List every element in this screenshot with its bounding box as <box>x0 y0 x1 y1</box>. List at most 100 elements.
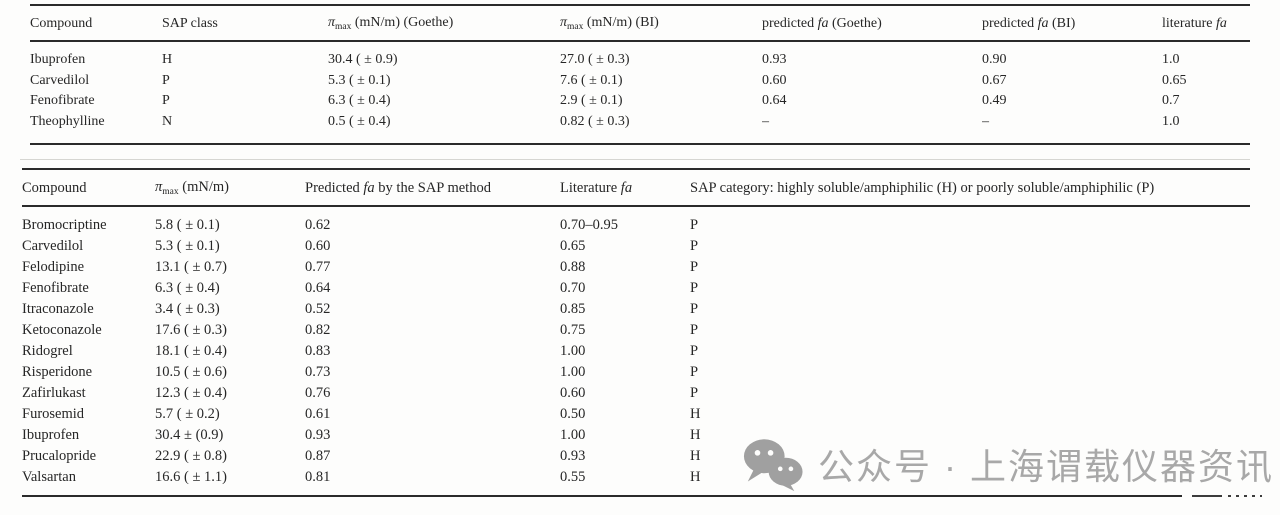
table-cell: 0.64 <box>762 93 787 108</box>
header-row: Compound πmax (mN/m) Predicted fa by the S… <box>22 169 1250 207</box>
table-cell: 3.4 ( ± 0.3) <box>155 301 220 317</box>
table-cell: Felodipine <box>22 259 85 275</box>
column-header: πmax (mN/m) (Goethe) <box>328 5 560 42</box>
table-cell: 0.5 ( ± 0.4) <box>328 113 391 129</box>
table-cell: Fenofibrate <box>22 280 89 296</box>
table-cell: Ketoconazole <box>22 322 102 338</box>
table-cell: Furosemid <box>22 406 85 422</box>
table-cell: 1.0 <box>1162 52 1180 67</box>
watermark: 公众号 · 上海谓载仪器资讯 <box>742 436 1274 497</box>
table-cell: 0.70 <box>560 280 586 296</box>
table-row: Ibuprofen H 30.4 ( ± 0.9) 27.0 ( ± 0.3) 0.93… <box>30 41 1250 71</box>
table-row: Fenofibrate P 6.3 ( ± 0.4) 2.9 ( ± 0.1) 0.64… <box>30 91 1250 112</box>
table-cell: H <box>690 469 701 485</box>
table-row: Ketoconazole 17.6 ( ± 0.3) 0.82 0.75 P <box>22 320 1250 341</box>
table-cell: P <box>690 259 699 275</box>
column-header: Compound <box>30 5 162 42</box>
table-row: Valsartan 16.6 ( ± 1.1) 0.81 0.55 H <box>22 467 1250 488</box>
column-header: literature fa <box>1162 5 1250 42</box>
table-cell: 0.73 <box>305 364 331 380</box>
column-header: πmax (mN/m) <box>155 169 305 207</box>
table-cell: 6.3 ( ± 0.4) <box>155 280 220 296</box>
table-cell: H <box>690 448 701 464</box>
table-cell: 12.3 ( ± 0.4) <box>155 385 227 401</box>
sap-comparison-table-wrapper: Compound SAP class πmax (mN/m) (Goethe) πma… <box>30 4 1250 145</box>
table-cell: 0.67 <box>982 72 1007 88</box>
table-cell: 5.3 ( ± 0.1) <box>155 238 220 254</box>
table-cell: 0.76 <box>305 385 331 401</box>
table-cell: P <box>690 343 699 359</box>
table-cell: Prucalopride <box>22 448 97 464</box>
table2-bottom-rule <box>22 495 1182 497</box>
table-cell: 5.3 ( ± 0.1) <box>328 72 391 88</box>
table-cell: 0.60 <box>762 72 787 88</box>
table-cell: Carvedilol <box>22 238 84 254</box>
table-cell: Risperidone <box>22 364 93 380</box>
table-cell: 16.6 ( ± 1.1) <box>155 469 227 485</box>
table-cell: Bromocriptine <box>22 217 107 233</box>
sap-prediction-table-wrapper: Compound πmax (mN/m) Predicted fa by the S… <box>22 168 1250 488</box>
table-row: Itraconazole 3.4 ( ± 0.3) 0.52 0.85 P <box>22 299 1250 320</box>
table-cell: P <box>690 364 699 380</box>
table-cell: H <box>690 427 701 443</box>
table-cell: 0.60 <box>560 385 586 401</box>
table-row: Fenofibrate 6.3 ( ± 0.4) 0.64 0.70 P <box>22 278 1250 299</box>
column-header: Predicted fa by the SAP method <box>305 169 560 207</box>
header-row: Compound SAP class πmax (mN/m) (Goethe) πma… <box>30 5 1250 42</box>
column-header: πmax (mN/m) (BI) <box>560 5 762 42</box>
sap-prediction-table: Compound πmax (mN/m) Predicted fa by the S… <box>22 168 1250 488</box>
column-header: SAP class <box>162 5 328 42</box>
table-cell: P <box>690 238 699 254</box>
table-cell: 0.83 <box>305 343 331 359</box>
table-cell: 0.82 <box>305 322 331 338</box>
table-cell: Valsartan <box>22 469 76 485</box>
table-cell: N <box>162 113 173 129</box>
column-header: Literature fa <box>560 169 690 207</box>
table-cell: 0.93 <box>762 52 787 67</box>
table-row: Ibuprofen 30.4 ± (0.9) 0.93 1.00 H <box>22 425 1250 446</box>
table-cell: 1.00 <box>560 364 586 380</box>
column-header: predicted fa (BI) <box>982 5 1162 42</box>
table-cell: 0.70–0.95 <box>560 217 618 233</box>
table-row: Carvedilol 5.3 ( ± 0.1) 0.60 0.65 P <box>22 236 1250 257</box>
table-row: Bromocriptine 5.8 ( ± 0.1) 0.62 0.70–0.95 P <box>22 206 1250 236</box>
table-cell: 18.1 ( ± 0.4) <box>155 343 227 359</box>
table-cell: P <box>690 280 699 296</box>
table-cell: P <box>690 385 699 401</box>
table-cell: Ibuprofen <box>22 427 80 443</box>
table-cell: 0.7 <box>1162 93 1180 108</box>
table-cell: 5.8 ( ± 0.1) <box>155 217 220 233</box>
table-cell: 1.0 <box>1162 113 1180 129</box>
table-cell: P <box>690 322 699 338</box>
table-cell: 7.6 ( ± 0.1) <box>560 72 623 88</box>
sap-comparison-table: Compound SAP class πmax (mN/m) (Goethe) πma… <box>30 4 1250 145</box>
table-row: Carvedilol P 5.3 ( ± 0.1) 7.6 ( ± 0.1) 0.60 0… <box>30 71 1250 92</box>
table-cell: 0.85 <box>560 301 586 317</box>
table-cell: 5.7 ( ± 0.2) <box>155 406 220 422</box>
table-row: Felodipine 13.1 ( ± 0.7) 0.77 0.88 P <box>22 257 1250 278</box>
table-cell: 22.9 ( ± 0.8) <box>155 448 227 464</box>
table-cell: Carvedilol <box>30 72 90 88</box>
table-cell: – <box>982 113 989 129</box>
table-cell: 1.00 <box>560 343 586 359</box>
table-cell: 30.4 ± (0.9) <box>155 427 224 443</box>
table2-bottom-rule-dots <box>1228 495 1262 497</box>
table-cell: 0.75 <box>560 322 586 338</box>
table-cell: Ibuprofen <box>30 52 86 67</box>
table-cell: 0.65 <box>560 238 586 254</box>
table-cell: 10.5 ( ± 0.6) <box>155 364 227 380</box>
watermark-text: 公众号 · 上海谓载仪器资讯 <box>818 445 1274 487</box>
table-cell: P <box>690 217 699 233</box>
table-cell: 0.50 <box>560 406 586 422</box>
table-cell: P <box>162 72 170 88</box>
table-cell: 0.88 <box>560 259 586 275</box>
table-cell: – <box>762 113 769 129</box>
table-cell: 0.60 <box>305 238 331 254</box>
wechat-icon <box>742 436 804 497</box>
table-cell: 0.93 <box>305 427 331 443</box>
table-cell: H <box>162 52 173 67</box>
table-cell: 6.3 ( ± 0.4) <box>328 93 391 108</box>
table-cell: Ridogrel <box>22 343 73 359</box>
table-cell: 0.49 <box>982 93 1007 108</box>
